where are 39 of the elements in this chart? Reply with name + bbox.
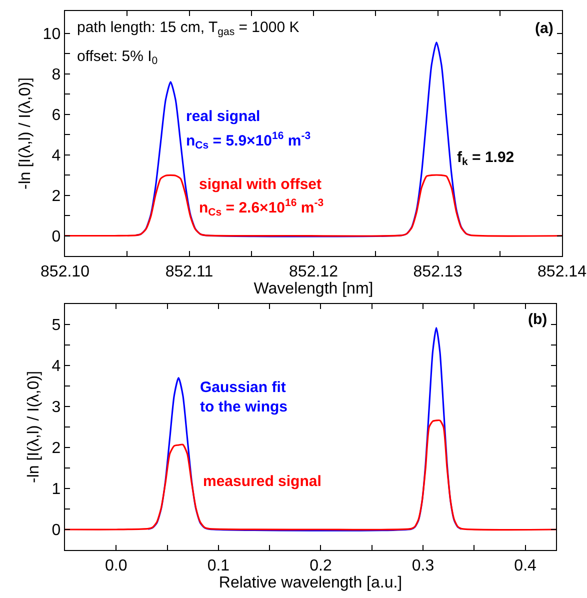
- y-tick-label: 8: [52, 66, 61, 84]
- annotation: n$_{Cs}$ = 5.9×10$^{16}$ m$^{-3}$: [186, 130, 311, 152]
- y-tick-label: 3: [52, 399, 61, 416]
- series-label: Gaussian fit to the wings: [200, 379, 288, 416]
- x-tick-label: 852.10: [40, 263, 90, 280]
- y-axis-title: -ln [I(λ,l) / I(λ,0)]: [16, 78, 34, 190]
- x-tick-label: 0.2: [310, 557, 332, 574]
- annotation: offset: 5% I$_{0}$: [77, 48, 158, 68]
- y-tick-label: 0: [52, 228, 61, 246]
- series-label: measured signal: [203, 473, 322, 490]
- annotation: path length: 15 cm, T$_{gas}$ = 1000 K: [77, 19, 300, 38]
- annotation: (b): [528, 311, 548, 328]
- series-label: real signal: [186, 108, 260, 125]
- x-axis-title: Relative wavelength [a.u.]: [218, 574, 402, 592]
- x-tick-label: 852.13: [413, 263, 462, 280]
- y-tick-label: 2: [52, 440, 61, 458]
- series-label: signal with offset: [199, 176, 322, 193]
- line-series: [65, 420, 556, 531]
- x-tick-label: 852.12: [289, 263, 338, 280]
- annotation: f$_{k}$ = 1.92: [457, 149, 514, 168]
- x-tick-label: 0.0: [105, 557, 128, 574]
- annotation: n$_{Cs}$ = 2.6×10$^{16}$ m$^{-3}$: [199, 197, 324, 218]
- line-series: [65, 174, 562, 237]
- y-tick-label: 4: [52, 358, 61, 376]
- y-tick-label: 2: [52, 188, 61, 205]
- x-tick-label: 852.14: [538, 263, 587, 280]
- annotation: (a): [535, 20, 554, 37]
- y-tick-label: 1: [52, 481, 61, 498]
- x-tick-label: 852.11: [165, 263, 214, 280]
- y-tick-label: 4: [52, 147, 61, 164]
- y-tick-label: 0: [52, 522, 61, 540]
- x-tick-label: 0.3: [412, 557, 434, 574]
- y-tick-label: 5: [52, 317, 61, 334]
- y-tick-label: 10: [42, 26, 61, 43]
- x-tick-label: 0.4: [514, 557, 537, 574]
- x-axis-title: Wavelength [nm]: [254, 280, 374, 298]
- x-tick-label: 0.1: [207, 557, 230, 574]
- y-axis-title: -ln [I(λ,l) / I(λ,0)]: [26, 371, 43, 483]
- y-tick-label: 6: [52, 106, 61, 124]
